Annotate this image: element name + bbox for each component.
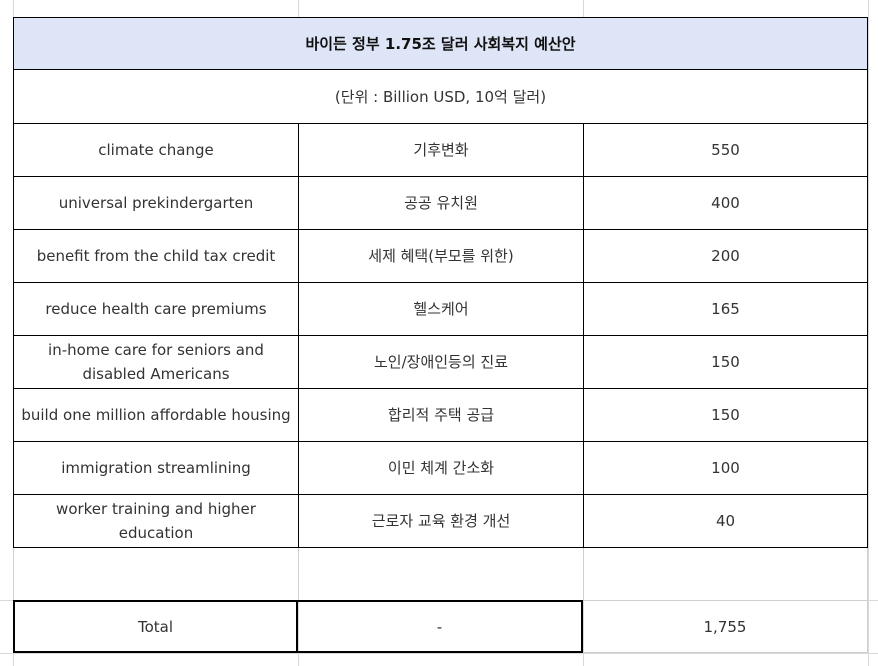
empty-cell[interactable] bbox=[299, 548, 584, 601]
item-ko-cell[interactable]: 헬스케어 bbox=[299, 283, 584, 335]
table-row: worker training and higher education 근로자… bbox=[13, 495, 868, 548]
total-label-cell[interactable]: Total bbox=[13, 600, 298, 653]
total-value-cell[interactable]: 1,755 bbox=[583, 600, 868, 653]
item-en-cell[interactable]: universal prekindergarten bbox=[14, 177, 299, 229]
item-ko-cell[interactable]: 이민 체계 간소화 bbox=[299, 442, 584, 494]
empty-cell[interactable] bbox=[584, 548, 867, 601]
table-row: build one million affordable housing 합리적… bbox=[13, 389, 868, 442]
total-row: Total - 1,755 bbox=[13, 600, 868, 653]
budget-table: 바이든 정부 1.75조 달러 사회복지 예산안 (단위 : Billion U… bbox=[13, 17, 868, 653]
empty-row bbox=[13, 548, 868, 601]
item-en-cell[interactable]: build one million affordable housing bbox=[14, 389, 299, 441]
value-cell[interactable]: 150 bbox=[711, 406, 740, 424]
table-row: in-home care for seniors and disabled Am… bbox=[13, 336, 868, 389]
value-cell[interactable]: 550 bbox=[711, 141, 740, 159]
item-en-cell[interactable]: climate change bbox=[14, 124, 299, 176]
grid-line bbox=[868, 0, 869, 666]
item-en-cell[interactable]: reduce health care premiums bbox=[14, 283, 299, 335]
table-row: universal prekindergarten 공공 유치원 400 bbox=[13, 177, 868, 230]
table-row: reduce health care premiums 헬스케어 165 bbox=[13, 283, 868, 336]
value-cell[interactable]: 100 bbox=[711, 459, 740, 477]
item-ko-cell[interactable]: 노인/장애인등의 진료 bbox=[299, 336, 584, 388]
item-ko-cell[interactable]: 공공 유치원 bbox=[299, 177, 584, 229]
table-row: climate change 기후변화 550 bbox=[13, 124, 868, 177]
item-en-cell[interactable]: benefit from the child tax credit bbox=[14, 230, 299, 282]
item-en-cell[interactable]: immigration streamlining bbox=[14, 442, 299, 494]
table-title[interactable]: 바이든 정부 1.75조 달러 사회복지 예산안 bbox=[13, 17, 868, 70]
item-en-cell[interactable]: in-home care for seniors and disabled Am… bbox=[14, 336, 299, 388]
unit-note[interactable]: (단위 : Billion USD, 10억 달러) bbox=[13, 70, 868, 124]
item-ko-cell[interactable]: 근로자 교육 환경 개선 bbox=[299, 495, 584, 547]
value-cell[interactable]: 150 bbox=[711, 353, 740, 371]
table-row: benefit from the child tax credit 세제 혜택(… bbox=[13, 230, 868, 283]
value-cell[interactable]: 40 bbox=[715, 512, 736, 530]
value-cell[interactable]: 165 bbox=[711, 300, 740, 318]
total-ko-cell[interactable]: - bbox=[298, 600, 583, 653]
item-ko-cell[interactable]: 합리적 주택 공급 bbox=[299, 389, 584, 441]
item-en-cell[interactable]: worker training and higher education bbox=[14, 495, 299, 547]
item-ko-cell[interactable]: 기후변화 bbox=[299, 124, 584, 176]
value-cell[interactable]: 200 bbox=[711, 247, 740, 265]
value-cell[interactable]: 400 bbox=[711, 194, 740, 212]
empty-cell[interactable] bbox=[14, 548, 299, 601]
grid-line bbox=[0, 653, 878, 654]
item-ko-cell[interactable]: 세제 혜택(부모를 위한) bbox=[299, 230, 584, 282]
table-row: immigration streamlining 이민 체계 간소화 100 bbox=[13, 442, 868, 495]
